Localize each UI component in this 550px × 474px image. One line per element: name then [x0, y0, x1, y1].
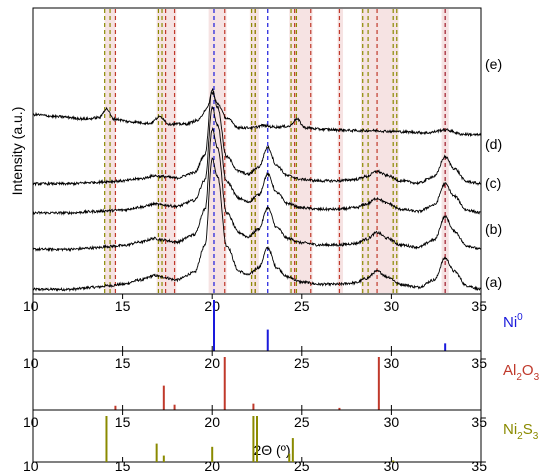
ref-panel-ni2s3: 10 15 20 25 30 35 10 15 20 25 30 35 2Θ (º) Ni2S3 [23, 409, 539, 474]
reference-lines [104, 9, 446, 293]
pattern-label-d: (d) [485, 136, 502, 152]
x-tick-label: 25 [294, 355, 310, 371]
x-tick-label-bottom: 20 [204, 458, 220, 474]
pattern-label-c: (c) [485, 175, 501, 191]
pattern-label-b: (b) [485, 221, 502, 237]
x-tick-label: 35 [471, 414, 487, 430]
x-tick-label: 30 [384, 298, 400, 314]
legend-ni2s3: Ni2S3 [503, 421, 539, 442]
legend-al2o3: Al2O3 [503, 362, 540, 383]
x-tick-label-bottom: 35 [471, 458, 487, 474]
x-tick-label: 15 [115, 355, 131, 371]
x-tick-label: 20 [204, 414, 220, 430]
x-tick-label: 35 [471, 355, 487, 371]
pattern-line-c [32, 106, 482, 216]
x-tick-label-bottom: 15 [115, 458, 131, 474]
x-axis-label: 2Θ (º) [253, 442, 290, 458]
x-tick-label: 20 [204, 298, 220, 314]
pattern-line-e [32, 91, 482, 138]
ref-panel-frame [32, 350, 482, 411]
pattern-line-a [32, 157, 482, 293]
x-tick-label: 35 [471, 298, 487, 314]
x-tick-label: 30 [384, 414, 400, 430]
x-tick-label-bottom: 30 [384, 458, 400, 474]
pattern-line-d [32, 88, 482, 187]
pattern-label-e: (e) [485, 56, 502, 72]
ref-panel-frame [32, 293, 482, 352]
x-tick-label: 10 [23, 355, 39, 371]
x-tick-label: 15 [115, 414, 131, 430]
x-tick-label: 20 [204, 355, 220, 371]
x-tick-label-bottom: 25 [294, 458, 310, 474]
x-tick-label: 10 [23, 298, 39, 314]
highlight-band-3 [249, 9, 259, 293]
pattern-label-a: (a) [485, 274, 502, 290]
highlight-band-1 [156, 9, 177, 293]
highlight-band-5 [337, 9, 344, 293]
x-tick-label-bottom: 10 [23, 458, 39, 474]
pattern-labels: (a) (b) (c) (d) (e) [485, 56, 502, 290]
legend-ni0: Ni0 [503, 312, 523, 331]
diffraction-patterns [32, 88, 482, 293]
pattern-line-b [32, 126, 482, 253]
highlight-band-4 [289, 9, 313, 293]
ref-panel-ni0: 10 15 20 25 30 35 Ni0 [23, 293, 523, 352]
y-axis-label: Intensity (a.u.) [9, 107, 25, 196]
ref-panel-al2o3: 10 15 20 25 30 35 Al2O3 [23, 350, 540, 411]
highlight-band-2 [208, 9, 227, 293]
x-tick-label: 30 [384, 355, 400, 371]
reference-panels: 10 15 20 25 30 35 Ni0 10 15 20 25 30 35 Al2O3 10 15 20 25… [23, 293, 540, 474]
x-tick-label: 25 [294, 414, 310, 430]
highlight-band-6 [360, 9, 399, 293]
xrd-main-panel: (a) (b) (c) (d) (e) Intensity (a.u.) [9, 7, 502, 295]
x-tick-label: 10 [23, 414, 39, 430]
x-tick-label: 25 [294, 298, 310, 314]
x-tick-label: 15 [115, 298, 131, 314]
